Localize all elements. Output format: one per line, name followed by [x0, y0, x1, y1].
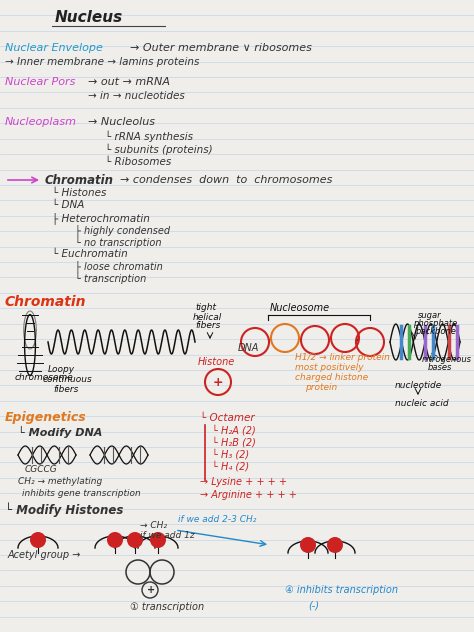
Text: (-): (-): [308, 600, 319, 610]
Text: Acetyl group →: Acetyl group →: [8, 550, 82, 560]
Text: → CH₂: → CH₂: [140, 521, 167, 530]
Text: ① transcription: ① transcription: [130, 602, 204, 612]
Text: backbone: backbone: [416, 327, 457, 336]
Text: ├ highly condensed: ├ highly condensed: [75, 224, 170, 236]
Text: phosphate: phosphate: [413, 319, 457, 327]
Text: └ Modify DNA: └ Modify DNA: [18, 426, 102, 438]
Text: continuous: continuous: [43, 375, 93, 384]
Text: fibers: fibers: [195, 322, 220, 331]
Text: └ Euchromatin: └ Euchromatin: [52, 249, 128, 259]
Text: Chromatin: Chromatin: [45, 174, 114, 186]
Text: Nuclear Envelope: Nuclear Envelope: [5, 43, 103, 53]
Text: chromosome: chromosome: [15, 374, 74, 382]
Text: helical: helical: [193, 312, 222, 322]
Text: └ Histones: └ Histones: [52, 188, 106, 198]
Text: Nucleosome: Nucleosome: [270, 303, 330, 313]
Text: └ DNA: └ DNA: [52, 200, 84, 210]
Circle shape: [150, 532, 166, 548]
Text: └ Ribosomes: └ Ribosomes: [105, 157, 171, 167]
Text: └ Modify Histones: └ Modify Histones: [5, 502, 123, 518]
Text: nucleic acid: nucleic acid: [395, 399, 448, 408]
Text: → Inner membrane → lamins proteins: → Inner membrane → lamins proteins: [5, 57, 200, 67]
Text: protein: protein: [305, 384, 337, 392]
Text: inhibits gene transcription: inhibits gene transcription: [22, 489, 141, 497]
Text: Histone: Histone: [198, 357, 235, 367]
Text: Nucleus: Nucleus: [55, 11, 123, 25]
Text: if we add 2-3 CH₂: if we add 2-3 CH₂: [178, 516, 256, 525]
Circle shape: [300, 537, 316, 553]
Text: ④ inhibits transcription: ④ inhibits transcription: [285, 585, 398, 595]
Text: └ Octamer: └ Octamer: [200, 413, 255, 423]
Circle shape: [127, 532, 143, 548]
Text: ├ Heterochromatin: ├ Heterochromatin: [52, 212, 150, 224]
Text: tight: tight: [195, 303, 216, 312]
Text: +: +: [213, 375, 224, 389]
Text: Nucleoplasm: Nucleoplasm: [5, 117, 77, 127]
Text: Nuclear Pors: Nuclear Pors: [5, 77, 75, 87]
Circle shape: [107, 532, 123, 548]
Text: └ H₄ (2): └ H₄ (2): [212, 461, 249, 471]
Circle shape: [327, 537, 343, 553]
Text: → Outer membrane ∨ ribosomes: → Outer membrane ∨ ribosomes: [130, 43, 312, 53]
Text: CGCCG: CGCCG: [25, 466, 58, 475]
Text: Chromatin: Chromatin: [5, 295, 86, 309]
Text: +: +: [147, 585, 155, 595]
Text: └ rRNA synthesis: └ rRNA synthesis: [105, 130, 193, 142]
Text: └ transcription: └ transcription: [75, 272, 146, 284]
Text: bases: bases: [428, 363, 452, 372]
Text: nucleotide: nucleotide: [395, 380, 442, 389]
Text: └ subunits (proteins): └ subunits (proteins): [105, 143, 213, 155]
Text: ├ loose chromatin: ├ loose chromatin: [75, 260, 163, 272]
Text: CH₂ → methylating: CH₂ → methylating: [18, 478, 102, 487]
Text: H1/2 → linker protein: H1/2 → linker protein: [295, 353, 390, 363]
Text: → out → mRNA: → out → mRNA: [88, 77, 170, 87]
Circle shape: [30, 532, 46, 548]
Text: sugar: sugar: [418, 310, 442, 320]
Text: → Arginine + + + +: → Arginine + + + +: [200, 490, 297, 500]
Text: most positively: most positively: [295, 363, 364, 372]
Text: → condenses  down  to  chromosomes: → condenses down to chromosomes: [120, 175, 332, 185]
Text: fibers: fibers: [53, 386, 78, 394]
Text: if we add 1z: if we add 1z: [140, 530, 195, 540]
Text: └ H₂A (2): └ H₂A (2): [212, 425, 256, 435]
Text: └ no transcription: └ no transcription: [75, 236, 162, 248]
Text: Loopy: Loopy: [48, 365, 75, 375]
Text: Epigenetics: Epigenetics: [5, 411, 87, 425]
Text: └ H₃ (2): └ H₃ (2): [212, 449, 249, 459]
Text: → Lysine + + + +: → Lysine + + + +: [200, 477, 287, 487]
Text: → in → nucleotides: → in → nucleotides: [88, 91, 185, 101]
Text: DNA: DNA: [238, 343, 259, 353]
Text: charged histone: charged histone: [295, 374, 368, 382]
Text: nitrogenous: nitrogenous: [422, 355, 472, 365]
Text: └ H₂B (2): └ H₂B (2): [212, 437, 256, 447]
Text: → Nucleolus: → Nucleolus: [88, 117, 155, 127]
